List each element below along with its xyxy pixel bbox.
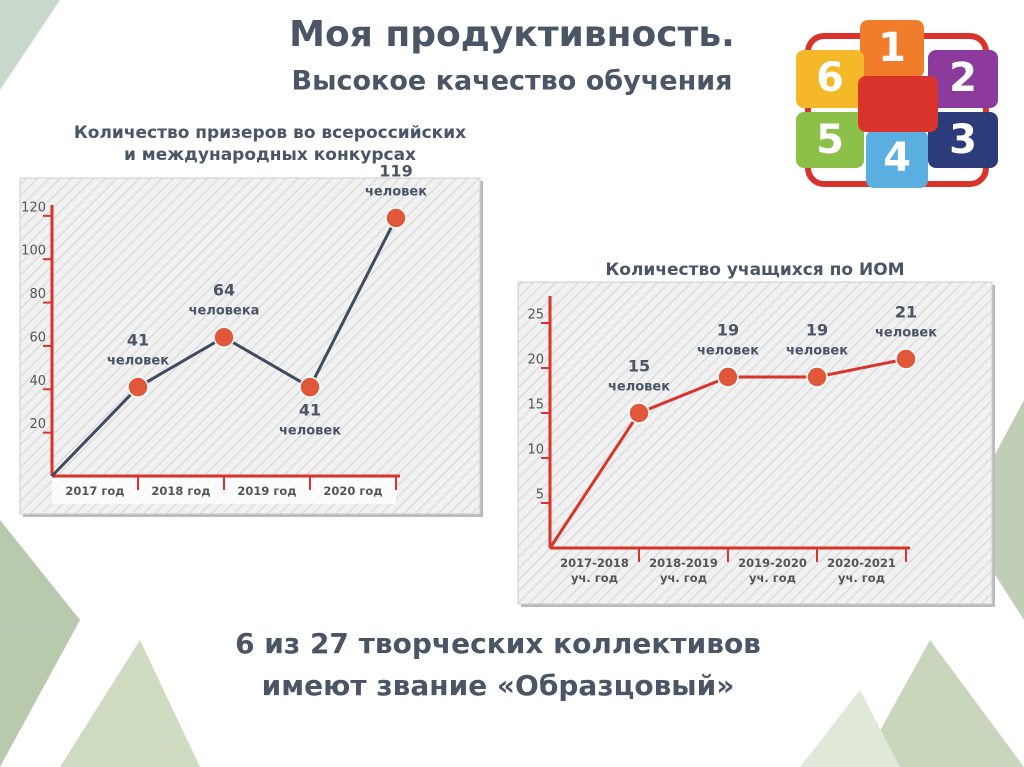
x-tick-label: 2019 год: [237, 484, 297, 498]
data-label: 15: [628, 357, 650, 376]
logo-digit: 4: [883, 135, 911, 181]
data-label-note: человек: [697, 344, 759, 359]
y-tick-label: 20: [527, 353, 544, 368]
marker: [717, 366, 739, 388]
y-tick-label: 25: [527, 308, 544, 323]
y-tick-label: 120: [21, 200, 46, 215]
footer-line: 6 из 27 творческих коллективов: [235, 627, 761, 660]
y-tick-label: 10: [527, 443, 544, 458]
title: Моя продуктивность.: [289, 14, 735, 55]
data-label-note: человек: [279, 424, 341, 439]
data-label: 119: [379, 162, 412, 181]
data-label: 21: [895, 303, 917, 322]
chart-title: Количество призеров во всероссийских: [74, 123, 466, 143]
logo: 1 2 3 4 5 6: [796, 20, 998, 188]
data-label: 19: [717, 321, 739, 340]
chart-frame: [517, 281, 993, 605]
data-label-note: человек: [786, 344, 848, 359]
marker: [299, 376, 321, 398]
x-tick-label: 2017 год: [65, 484, 125, 498]
data-label: 19: [806, 321, 828, 340]
marker: [628, 402, 650, 424]
chart-title: и международных конкурсах: [124, 145, 416, 165]
x-tick-label: 2017-2018 уч. год: [560, 556, 629, 585]
y-tick-label: 100: [21, 244, 46, 259]
logo-digit: 6: [816, 55, 844, 101]
data-label: 41: [299, 401, 321, 420]
data-label-note: человек: [107, 354, 169, 369]
y-tick-label: 20: [29, 417, 46, 432]
data-label-note: человек: [875, 326, 937, 341]
data-label: 64: [213, 281, 235, 300]
marker: [895, 348, 917, 370]
x-tick-label: 2020-2021 уч. год: [827, 556, 896, 585]
subtitle: Высокое качество обучения: [292, 66, 733, 97]
footer-line: имеют звание «Образцовый»: [262, 669, 735, 702]
x-tick-label: 2020 год: [323, 484, 383, 498]
x-tick-label: 2018 год: [151, 484, 211, 498]
line: [638, 357, 907, 415]
y-tick-label: 80: [29, 287, 46, 302]
marker: [806, 366, 828, 388]
logo-digit: 2: [949, 55, 977, 101]
line: [137, 217, 398, 390]
line-lead: [548, 412, 641, 549]
data-label-note: человека: [189, 304, 260, 319]
logo-digit: 3: [949, 117, 977, 163]
x-tick-label: 2019-2020 уч. год: [738, 556, 807, 585]
y-tick-label: 15: [527, 398, 544, 413]
logo-digit: 5: [816, 117, 844, 163]
marker: [385, 207, 407, 229]
line-lead: [50, 386, 140, 478]
marker: [213, 326, 235, 348]
y-tick-label: 40: [29, 374, 46, 389]
data-label: 41: [127, 331, 149, 350]
logo-digit: 1: [878, 25, 906, 71]
marker: [127, 376, 149, 398]
x-tick-label: 2018-2019 уч. год: [649, 556, 718, 585]
data-label-note: человек: [365, 185, 427, 200]
chart-title: Количество учащихся по ИОМ: [605, 260, 904, 280]
data-label-note: человек: [608, 380, 670, 395]
chart-frame: [19, 177, 481, 515]
y-tick-label: 5: [536, 488, 544, 503]
y-tick-label: 60: [29, 330, 46, 345]
